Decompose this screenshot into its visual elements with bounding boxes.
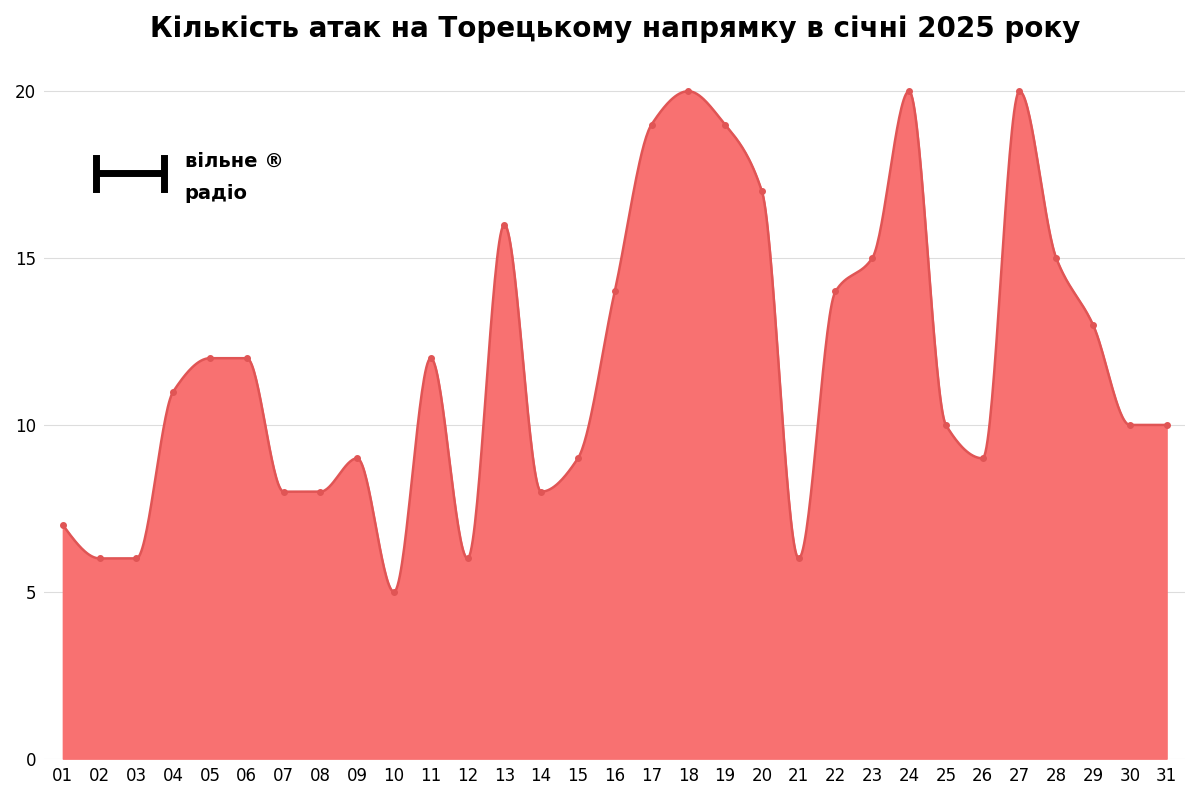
Title: Кількість атак на Торецькому напрямку в січні 2025 року: Кількість атак на Торецькому напрямку в … [150, 15, 1080, 43]
Text: радіо: радіо [185, 183, 247, 202]
Text: вільне ®: вільне ® [185, 151, 283, 170]
